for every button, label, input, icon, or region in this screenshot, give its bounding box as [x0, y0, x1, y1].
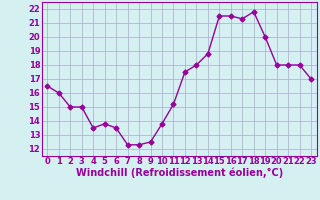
X-axis label: Windchill (Refroidissement éolien,°C): Windchill (Refroidissement éolien,°C)	[76, 168, 283, 178]
